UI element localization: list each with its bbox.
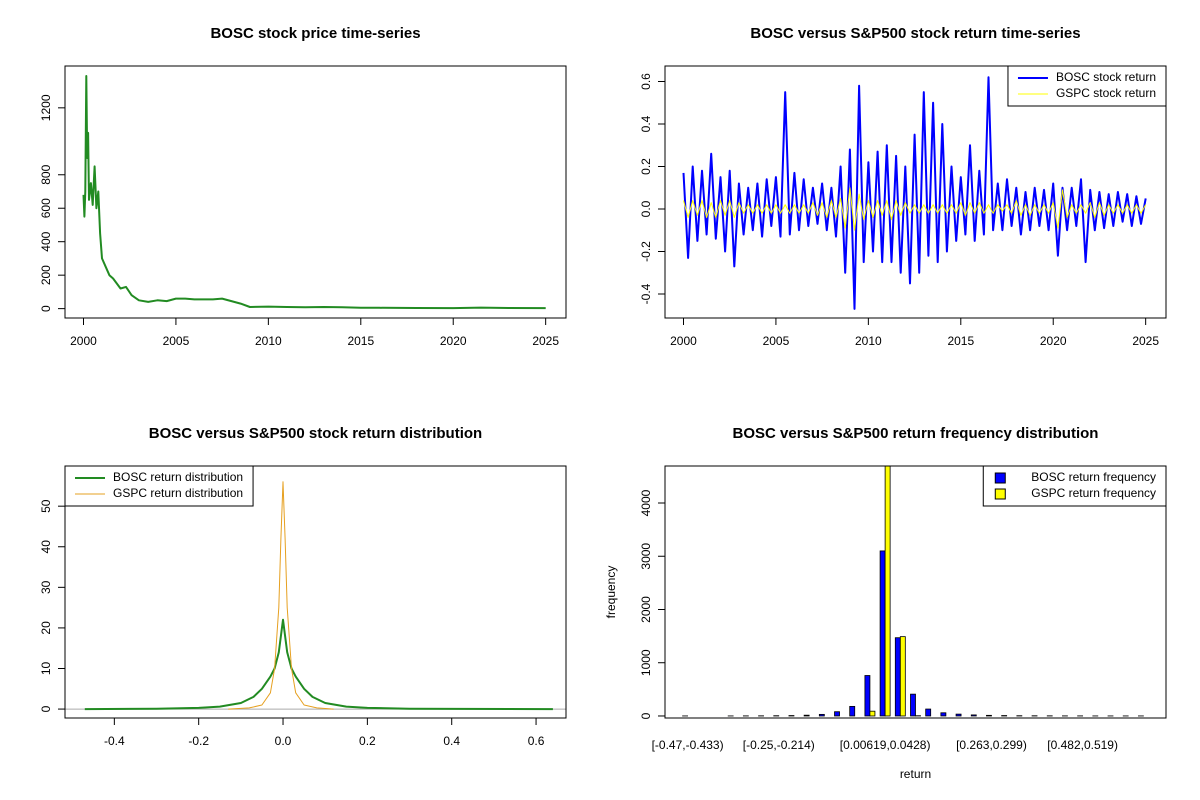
x-tick-label: [0.263,0.299) <box>956 738 1027 752</box>
x-axis-title: return <box>900 767 931 781</box>
bar <box>869 710 876 717</box>
legend-box <box>1007 65 1167 107</box>
legend-label: GSPC return frequency <box>1031 486 1156 500</box>
x-tick-label: -0.2 <box>188 734 209 748</box>
y-tick-label: 0 <box>39 705 53 712</box>
x-tick-label: 0.4 <box>443 734 460 748</box>
chart-title: BOSC versus S&P500 stock return distribu… <box>149 425 482 442</box>
y-tick-label: 600 <box>39 198 53 218</box>
y-tick-label: 0.2 <box>639 158 653 175</box>
x-tick-label: 2025 <box>532 334 559 348</box>
series-line <box>683 187 1147 231</box>
y-tick-label: 200 <box>39 265 53 285</box>
legend-label: BOSC return frequency <box>1031 470 1156 484</box>
x-tick-label: [-0.25,-0.214) <box>743 738 815 752</box>
plot-box <box>64 465 567 719</box>
x-tick-label: 2000 <box>670 334 697 348</box>
y-tick-label: 800 <box>39 164 53 184</box>
y-tick-label: 400 <box>39 231 53 251</box>
bar <box>925 708 932 717</box>
x-tick-label: [0.00619,0.0428) <box>840 738 931 752</box>
bar <box>970 714 977 717</box>
y-tick-label: 40 <box>39 540 53 554</box>
y-tick-label: 30 <box>39 580 53 594</box>
y-tick-label: 3000 <box>639 543 653 570</box>
y-tick-label: 2000 <box>639 596 653 623</box>
x-tick-label: 2025 <box>1132 334 1159 348</box>
x-tick-label: 2020 <box>440 334 467 348</box>
bar <box>864 675 871 717</box>
y-tick-label: 0.6 <box>639 73 653 90</box>
bar <box>818 713 825 717</box>
x-tick-label: 0.0 <box>275 734 292 748</box>
x-tick-label: 2005 <box>763 334 790 348</box>
x-tick-label: 2015 <box>947 334 974 348</box>
legend-box <box>64 465 254 507</box>
plot-box <box>664 465 1167 719</box>
series-line <box>228 481 334 710</box>
x-tick-label: [-0.47,-0.433) <box>652 738 724 752</box>
x-tick-label: 2010 <box>255 334 282 348</box>
bar <box>849 705 856 717</box>
plot-area <box>65 481 566 711</box>
y-tick-label: 0.4 <box>639 115 653 132</box>
chart-title: BOSC versus S&P500 return frequency dist… <box>733 425 1099 442</box>
y-tick-label: -0.4 <box>639 283 653 304</box>
x-tick-label: 2000 <box>70 334 97 348</box>
series-line <box>82 75 546 310</box>
x-tick-label: 0.2 <box>359 734 376 748</box>
y-tick-label: 10 <box>39 661 53 675</box>
y-tick-label: 20 <box>39 621 53 635</box>
x-tick-label: 2020 <box>1040 334 1067 348</box>
y-tick-label: 1000 <box>639 649 653 676</box>
x-tick-label: -0.4 <box>104 734 125 748</box>
y-tick-label: 0 <box>639 712 653 719</box>
plot-area <box>682 466 1144 717</box>
y-tick-label: 1200 <box>39 94 53 121</box>
plot-area <box>682 76 1147 310</box>
legend-label: BOSC stock return <box>1056 70 1156 84</box>
x-tick-label: [0.482,0.519) <box>1047 738 1118 752</box>
bar <box>940 712 947 717</box>
bar <box>899 636 906 717</box>
series-line <box>84 618 553 711</box>
legend-label: GSPC return distribution <box>113 486 243 500</box>
x-tick-label: 2005 <box>163 334 190 348</box>
x-tick-label: 2010 <box>855 334 882 348</box>
series-line <box>682 76 1147 310</box>
bar <box>894 637 901 717</box>
plot-box <box>64 65 567 319</box>
plot-box <box>664 65 1167 319</box>
legend-label: GSPC stock return <box>1056 86 1156 100</box>
x-tick-label: 0.6 <box>528 734 545 748</box>
legend-label: BOSC return distribution <box>113 470 243 484</box>
bar <box>884 466 891 717</box>
bar <box>879 550 886 717</box>
legend-box <box>982 465 1167 507</box>
plot-area <box>82 75 546 310</box>
bar <box>955 713 962 717</box>
y-tick-label: 0 <box>39 305 53 312</box>
y-axis-title: frequency <box>604 566 618 619</box>
y-tick-label: 4000 <box>639 489 653 516</box>
bar <box>803 714 810 717</box>
bar <box>910 693 916 717</box>
y-tick-label: -0.2 <box>639 241 653 262</box>
y-tick-label: 0.0 <box>639 200 653 217</box>
y-tick-label: 50 <box>39 499 53 513</box>
bar <box>986 714 992 717</box>
legend-swatch <box>994 488 1006 500</box>
x-tick-label: 2015 <box>347 334 374 348</box>
bar <box>834 711 840 717</box>
chart-title: BOSC versus S&P500 stock return time-ser… <box>750 25 1080 42</box>
legend-swatch <box>994 472 1006 484</box>
chart-title: BOSC stock price time-series <box>210 25 420 42</box>
